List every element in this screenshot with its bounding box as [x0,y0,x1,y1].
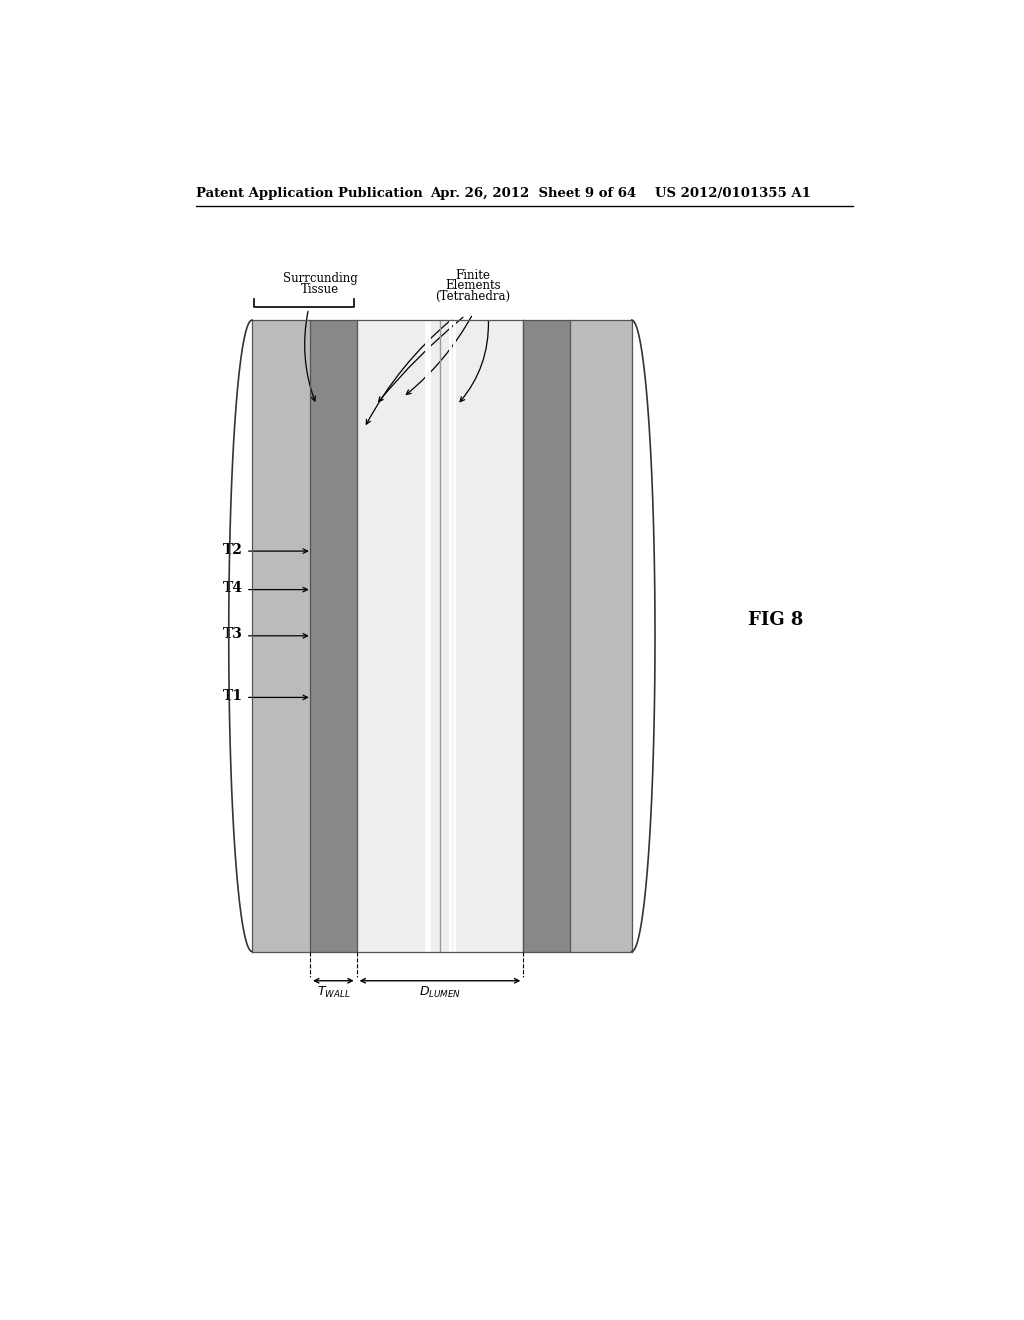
Bar [356,321,523,952]
Text: US 2012/0101355 A1: US 2012/0101355 A1 [655,186,811,199]
Text: Apr. 26, 2012  Sheet 9 of 64: Apr. 26, 2012 Sheet 9 of 64 [430,186,637,199]
Text: Patent Application Publication: Patent Application Publication [197,186,423,199]
Text: T4: T4 [222,581,243,595]
Text: Surrcunding: Surrcunding [283,272,357,285]
Text: Elements: Elements [445,280,501,293]
Text: Finite: Finite [456,268,490,281]
Text: FIG 8: FIG 8 [748,611,804,630]
Bar [569,321,632,952]
Text: Tissue: Tissue [301,284,339,296]
Bar [523,321,569,952]
Text: T3: T3 [223,627,243,642]
Bar [310,321,356,952]
Text: (Tetrahedra): (Tetrahedra) [435,290,510,304]
Text: T2: T2 [223,543,243,557]
Bar [252,321,310,952]
Text: T1: T1 [222,689,243,702]
Text: $T_{WALL}$: $T_{WALL}$ [316,985,350,999]
Text: $D_{LUMEN}$: $D_{LUMEN}$ [419,985,461,999]
